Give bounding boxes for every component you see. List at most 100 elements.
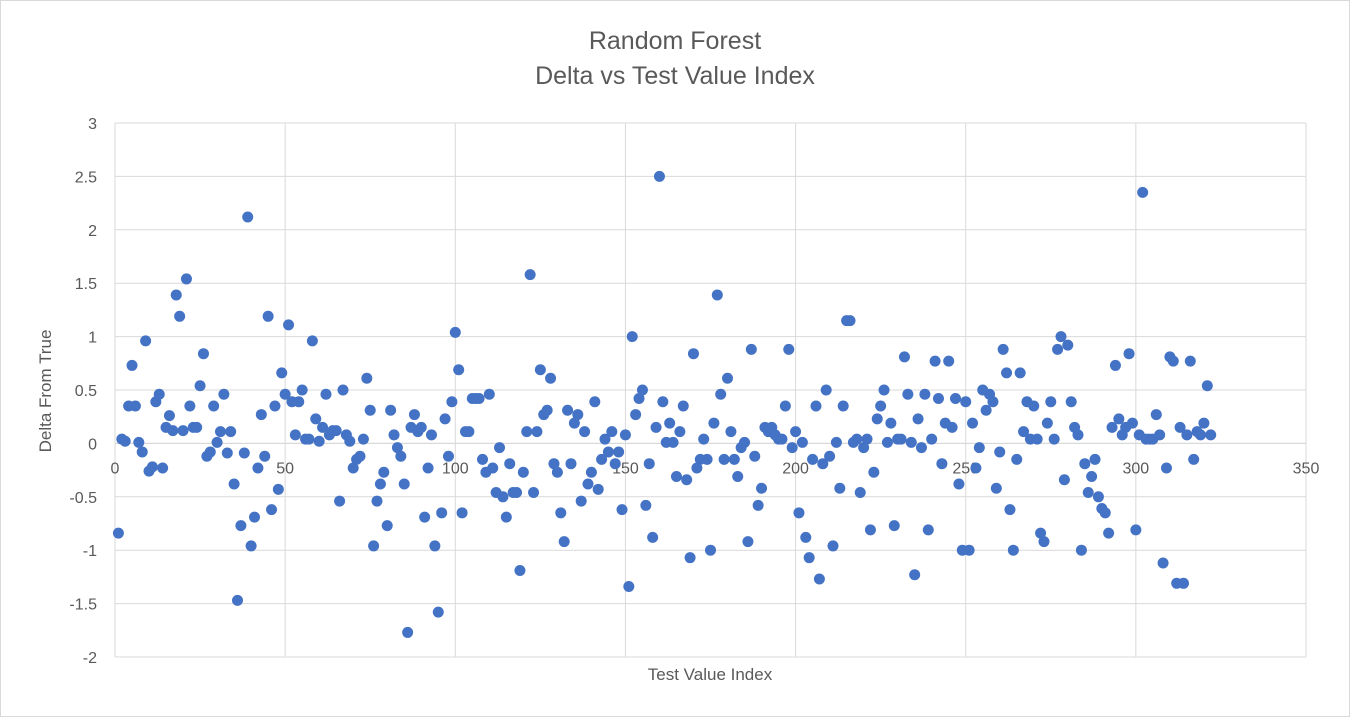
data-point (1123, 348, 1135, 360)
data-point (602, 446, 614, 458)
data-point (827, 540, 839, 552)
data-point (252, 462, 264, 474)
data-point (1038, 536, 1050, 548)
data-point (1041, 417, 1053, 429)
y-tick-label: 0 (88, 436, 97, 453)
data-point (1014, 367, 1026, 379)
data-point (293, 396, 305, 408)
data-point (606, 426, 618, 438)
data-point (548, 458, 560, 470)
data-point (1167, 355, 1179, 367)
data-point (456, 507, 468, 519)
data-point (670, 471, 682, 483)
data-point (667, 436, 679, 448)
data-point (834, 482, 846, 494)
data-point (112, 527, 124, 539)
data-point (432, 606, 444, 618)
data-point (585, 466, 597, 478)
data-point (262, 310, 274, 322)
data-point (218, 388, 230, 400)
data-point (919, 388, 931, 400)
data-point (898, 351, 910, 363)
data-point (1103, 527, 1115, 539)
data-point (242, 211, 254, 223)
data-point (1188, 453, 1200, 465)
data-point (739, 436, 751, 448)
data-point (1055, 331, 1067, 343)
data-points (112, 170, 1217, 638)
y-tick-label: -1 (83, 543, 97, 560)
data-point (320, 388, 332, 400)
data-point (255, 409, 267, 421)
data-point (800, 531, 812, 543)
data-point (368, 540, 380, 552)
data-point (436, 507, 448, 519)
data-point (347, 462, 359, 474)
data-point (1160, 462, 1172, 474)
data-point (442, 450, 454, 462)
data-point (558, 536, 570, 548)
data-point (698, 433, 710, 445)
data-point (946, 421, 958, 433)
data-point (636, 384, 648, 396)
data-point (497, 491, 509, 503)
data-point (317, 421, 329, 433)
y-tick-label: 3 (88, 116, 97, 133)
y-tick-label: -1.5 (69, 597, 97, 614)
data-point (616, 504, 628, 516)
data-point (133, 436, 145, 448)
data-point (932, 393, 944, 405)
data-point (310, 413, 322, 425)
data-point (589, 396, 601, 408)
data-point (514, 564, 526, 576)
data-point (875, 400, 887, 412)
data-point (422, 462, 434, 474)
data-point (500, 511, 512, 523)
data-point (1065, 396, 1077, 408)
data-point (786, 442, 798, 454)
data-point (565, 458, 577, 470)
y-axis-title: Delta From True (36, 330, 55, 453)
data-point (249, 511, 261, 523)
data-point (494, 442, 506, 454)
data-point (177, 425, 189, 437)
data-point (357, 433, 369, 445)
data-point (524, 269, 536, 281)
data-point (191, 421, 203, 433)
data-point (1035, 527, 1047, 539)
data-point (272, 483, 284, 495)
data-point (276, 367, 288, 379)
chart-subtitle: Delta vs Test Value Index (535, 62, 815, 90)
data-point (429, 540, 441, 552)
data-point (807, 453, 819, 465)
data-point (609, 458, 621, 470)
data-point (1058, 474, 1070, 486)
y-tick-label: -0.5 (69, 490, 97, 507)
data-point (425, 429, 437, 441)
data-point (395, 450, 407, 462)
data-point (531, 426, 543, 438)
data-point (861, 433, 873, 445)
data-point (630, 409, 642, 421)
data-point (279, 388, 291, 400)
data-point (334, 495, 346, 507)
data-point (289, 429, 301, 441)
data-point (398, 478, 410, 490)
data-point (824, 450, 836, 462)
data-point (453, 364, 465, 376)
data-point (674, 426, 686, 438)
data-point (643, 458, 655, 470)
data-point (517, 466, 529, 478)
data-point (232, 594, 244, 606)
data-point (129, 400, 141, 412)
data-point (214, 426, 226, 438)
data-point (912, 413, 924, 425)
data-point (701, 453, 713, 465)
data-point (854, 487, 866, 499)
data-point (888, 520, 900, 532)
data-point (684, 552, 696, 564)
data-point (541, 404, 553, 416)
data-point (378, 466, 390, 478)
x-axis-title: Test Value Index (648, 665, 773, 684)
data-point (779, 400, 791, 412)
